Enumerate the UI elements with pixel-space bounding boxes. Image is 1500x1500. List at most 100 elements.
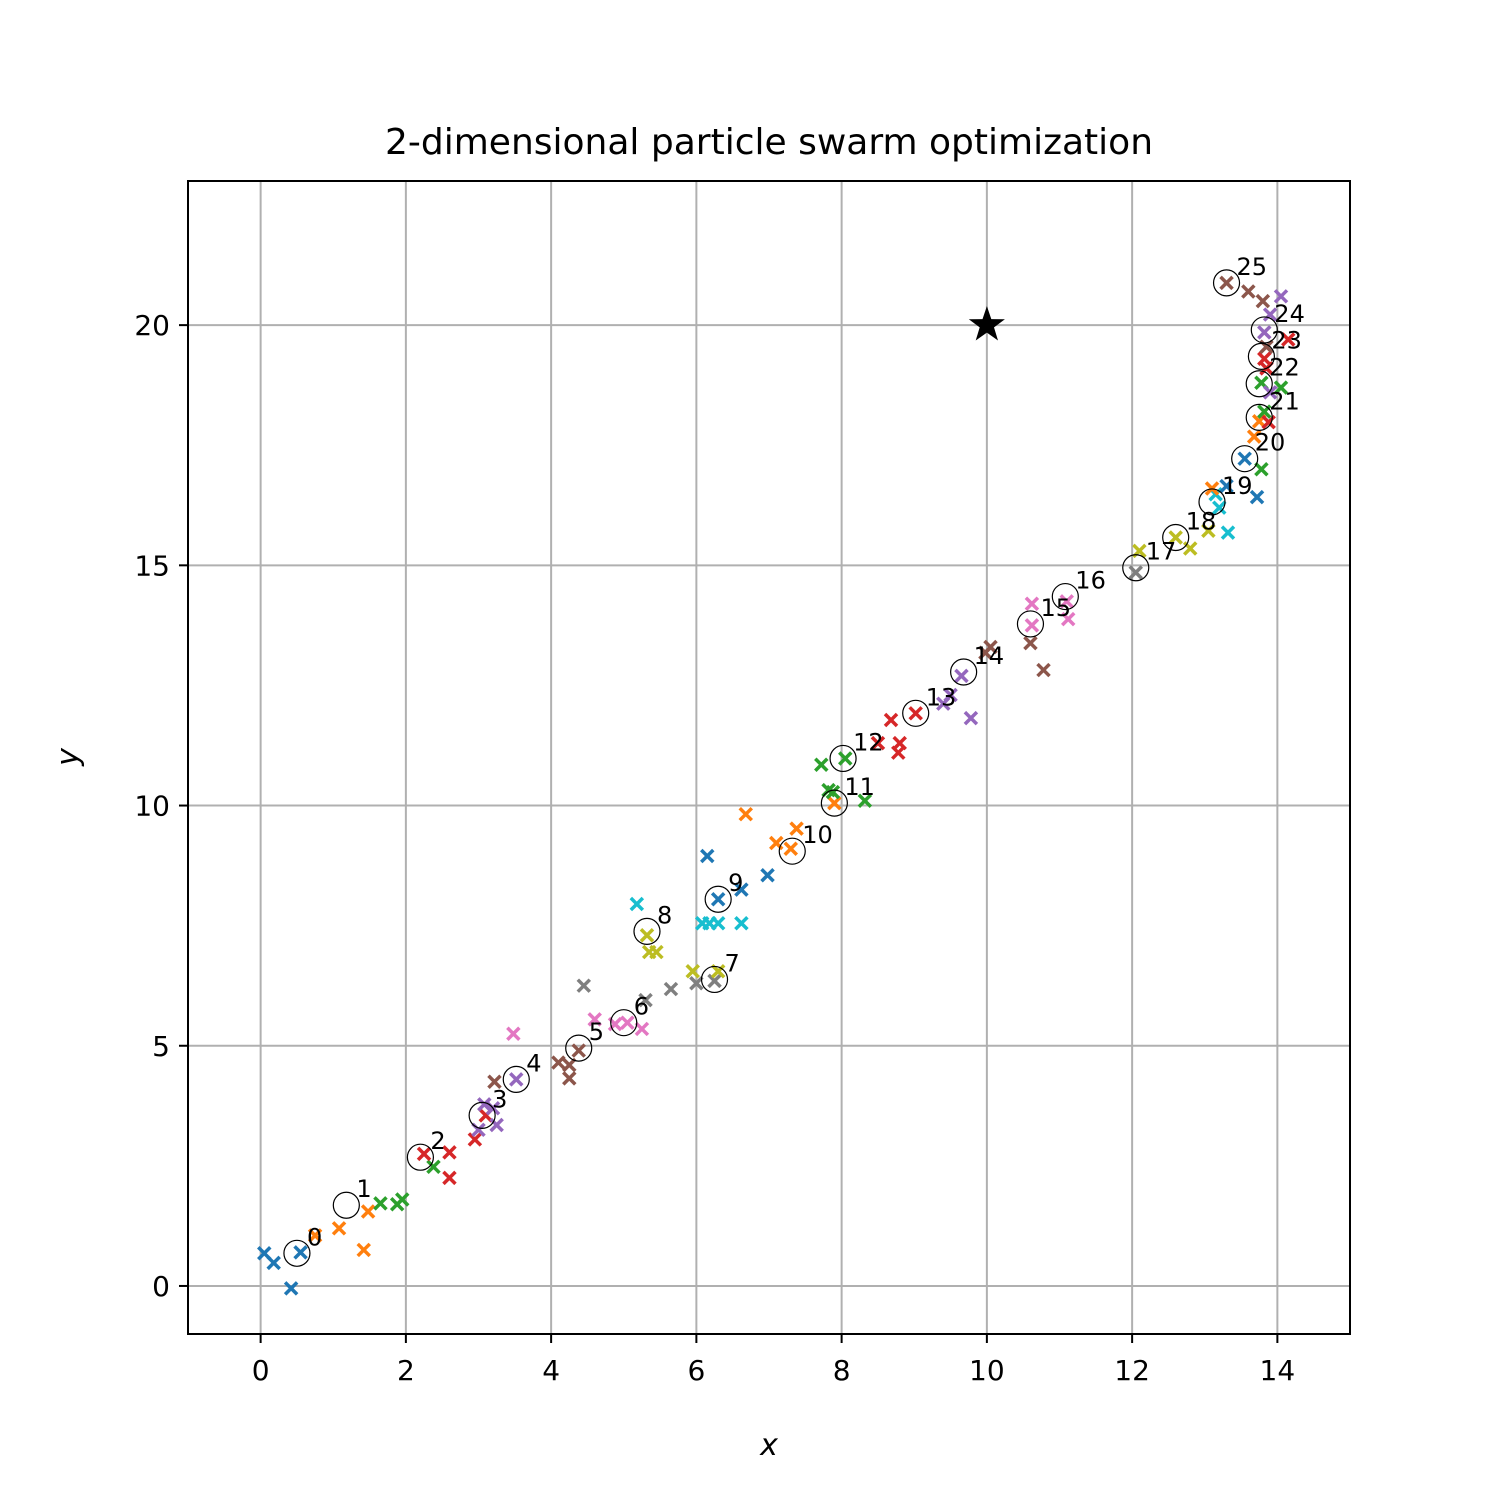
particle-point (1201, 523, 1216, 538)
particle-point (908, 706, 923, 721)
best-position-circle (1122, 554, 1150, 582)
iteration-label: 25 (1237, 253, 1268, 281)
iteration-label: 1 (356, 1175, 371, 1203)
x-tick-label: 2 (397, 1354, 415, 1387)
particle-point (442, 1170, 457, 1186)
iteration-label: 23 (1271, 326, 1302, 354)
best-position-circle (610, 1009, 638, 1037)
plot-marks: 0123456789101112131415161718192021222324… (257, 253, 1305, 1296)
particle-point (783, 841, 799, 857)
grid (188, 181, 1350, 1334)
best-position-circle (950, 658, 978, 686)
iteration-label: 19 (1222, 472, 1253, 500)
best-position-circle (406, 1143, 434, 1171)
particle-point (356, 1242, 371, 1258)
particle-point (1237, 451, 1252, 466)
particle-point (1255, 293, 1271, 309)
iteration-label: 20 (1255, 429, 1286, 457)
iteration-label: 18 (1186, 507, 1217, 535)
particle-point (1249, 489, 1265, 505)
iteration-label: 14 (974, 642, 1005, 670)
particle-point (700, 848, 715, 864)
particle-point (638, 992, 653, 1008)
x-tick-label: 12 (1114, 1354, 1150, 1387)
particle-point (760, 867, 775, 883)
particle-point (663, 981, 679, 997)
particle-point (689, 976, 704, 991)
particle-point (467, 1132, 483, 1147)
particle-point (416, 1146, 432, 1162)
best-position-circle (1051, 582, 1079, 611)
particle-point (395, 1192, 410, 1207)
particle-point (307, 1228, 323, 1243)
particle-point (587, 1012, 602, 1027)
particle-point (1182, 541, 1198, 556)
particle-point (373, 1196, 388, 1211)
particle-point (1024, 618, 1040, 633)
particle-point (1036, 662, 1051, 678)
particle-point (943, 687, 958, 703)
particle-point (1273, 380, 1289, 395)
particle-point (506, 1026, 521, 1041)
particle-point (1023, 635, 1038, 651)
best-position-circle (820, 789, 848, 817)
best-position-circle (829, 744, 857, 773)
best-position-circle (704, 885, 732, 913)
iteration-label: 24 (1274, 300, 1305, 328)
iteration-label: 11 (844, 773, 875, 801)
particle-point (360, 1204, 376, 1219)
iteration-label: 10 (802, 821, 833, 849)
particle-point (639, 928, 655, 943)
y-axis-label: y (51, 747, 86, 767)
particle-point (331, 1221, 347, 1236)
particle-point (551, 1055, 566, 1070)
particle-point (1281, 332, 1296, 347)
iteration-label: 6 (634, 993, 649, 1021)
particle-point (576, 978, 592, 993)
particle-point (883, 712, 899, 728)
particle-point (738, 806, 753, 822)
particle-point (477, 1097, 492, 1112)
particle-point (489, 1117, 504, 1133)
x-axis-label: x (759, 1428, 778, 1463)
particle-point (734, 916, 749, 931)
particle-point (266, 1255, 281, 1271)
particle-point (685, 964, 700, 979)
best-position-circle (502, 1065, 530, 1093)
y-tick-label: 10 (134, 790, 170, 823)
particle-point (634, 1021, 650, 1037)
iteration-label: 9 (728, 869, 743, 897)
particle-point (710, 916, 726, 931)
iteration-label: 12 (853, 728, 884, 756)
particle-point (789, 821, 804, 836)
best-position-circle (1250, 316, 1278, 344)
particle-point (487, 1074, 502, 1090)
particle-point (838, 751, 853, 766)
particle-point (562, 1071, 577, 1086)
particle-point (293, 1245, 308, 1260)
x-tick-label: 8 (833, 1354, 851, 1387)
particle-point (1273, 289, 1289, 304)
particle-point (509, 1072, 524, 1087)
particle-point (562, 1057, 577, 1073)
particle-point (827, 795, 842, 811)
iteration-label: 16 (1075, 567, 1106, 595)
iteration-label: 0 (307, 1223, 322, 1251)
y-tick-label: 15 (134, 549, 170, 582)
iteration-label: 2 (430, 1127, 445, 1155)
x-tick-label: 6 (687, 1354, 705, 1387)
particle-point (442, 1145, 457, 1160)
particle-point (1212, 500, 1227, 515)
best-position-circle (1212, 269, 1241, 297)
particle-point (892, 735, 907, 751)
iteration-label: 3 (492, 1085, 507, 1113)
particle-point (857, 793, 873, 808)
best-position-circle (1162, 523, 1190, 552)
best-position-circle (1245, 403, 1273, 431)
particle-point (710, 891, 726, 907)
particle-point (1262, 385, 1278, 400)
particle-point (963, 710, 979, 726)
iteration-label: 4 (526, 1049, 541, 1077)
particle-point (283, 1281, 299, 1296)
